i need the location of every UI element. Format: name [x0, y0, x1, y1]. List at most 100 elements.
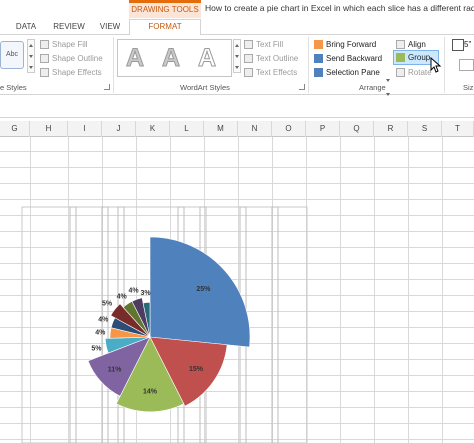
slice-data-label: 4%	[117, 293, 128, 300]
shape-outline-button[interactable]: Shape Outline	[40, 52, 103, 65]
document-title: How to create a pie chart in Excel in wh…	[205, 3, 474, 13]
chart-object-outline[interactable]	[69, 206, 77, 443]
grid-row-line	[0, 183, 474, 184]
divider	[308, 37, 309, 93]
slice-data-label: 3%	[140, 290, 151, 297]
pie-chart[interactable]: 25%15%14%11%5%4%4%5%4%4% 3%	[0, 137, 474, 443]
bring-forward-icon	[314, 40, 323, 49]
shape-height-icon	[452, 39, 464, 51]
grid-row-line	[0, 391, 474, 392]
text-outline-button[interactable]: Text Outline	[244, 52, 298, 65]
text-fill-label: Text Fill	[256, 40, 284, 49]
rotate-button[interactable]: Rotate	[396, 66, 432, 79]
title-bar: DRAWING TOOLS How to create a pie chart …	[0, 0, 474, 18]
column-header-k[interactable]: K	[136, 121, 170, 137]
grid-row-line	[0, 359, 474, 360]
grid-column-line	[30, 137, 31, 443]
group-icon	[396, 53, 405, 62]
grid-row-line	[0, 407, 474, 408]
tab-data[interactable]: DATA	[15, 22, 37, 31]
chevron-down-icon[interactable]	[386, 79, 390, 82]
column-header-o[interactable]: O	[272, 121, 306, 137]
shape-styles-gallery-scroll[interactable]	[27, 39, 35, 73]
more-icon	[235, 66, 239, 69]
shape-effects-button[interactable]: Shape Effects	[40, 66, 102, 79]
pie-slice[interactable]	[115, 336, 185, 413]
send-backward-icon	[314, 54, 323, 63]
selection-pane-icon	[314, 68, 323, 77]
chart-object-outline[interactable]	[271, 206, 279, 443]
tab-view[interactable]: VIEW	[99, 22, 121, 31]
column-header-r[interactable]: R	[374, 121, 408, 137]
pie-slice[interactable]	[131, 297, 151, 338]
formula-bar[interactable]	[0, 96, 474, 118]
column-header-q[interactable]: Q	[340, 121, 374, 137]
wordart-style-1[interactable]: A	[125, 44, 145, 73]
grid-row-line	[0, 375, 474, 376]
text-fill-button[interactable]: Text Fill	[244, 38, 283, 51]
column-header-g[interactable]: G	[0, 121, 30, 137]
bring-forward-label: Bring Forward	[326, 40, 377, 49]
grid-row-line	[0, 423, 474, 424]
group-button[interactable]: Group	[396, 51, 430, 64]
shape-effects-label: Shape Effects	[52, 68, 102, 77]
column-headers: G H I J K L M N O P Q R S T	[0, 121, 474, 137]
dialog-launcher-icon[interactable]	[299, 84, 305, 90]
column-header-j[interactable]: J	[102, 121, 136, 137]
column-header-m[interactable]: M	[204, 121, 238, 137]
grid-row-line	[0, 263, 474, 264]
align-label: Align	[408, 40, 426, 49]
wordart-gallery-scroll[interactable]	[233, 39, 241, 73]
dialog-launcher-icon[interactable]	[104, 84, 110, 90]
text-effects-button[interactable]: Text Effects	[244, 66, 297, 79]
selection-pane-label: Selection Pane	[326, 68, 380, 77]
slice-data-label: 5%	[102, 301, 113, 308]
pie-slice[interactable]	[149, 336, 228, 407]
text-outline-icon	[244, 54, 253, 63]
column-header-n[interactable]: N	[238, 121, 272, 137]
grid-column-line	[340, 137, 341, 443]
pie-slice[interactable]	[142, 302, 151, 338]
column-header-p[interactable]: P	[306, 121, 340, 137]
tab-review[interactable]: REVIEW	[53, 22, 85, 31]
column-header-h[interactable]: H	[30, 121, 68, 137]
worksheet-grid[interactable]: 25% 15% 14% 11% 5% 4% 4% 5% 4% 4% 3%	[0, 137, 474, 443]
pie-slice[interactable]	[87, 336, 151, 397]
shape-style-preview[interactable]: Abc	[0, 41, 24, 69]
align-button[interactable]: Align	[396, 38, 426, 51]
grid-row-line	[0, 439, 474, 440]
mouse-cursor-icon	[430, 57, 442, 73]
slice-data-label: 15%	[189, 366, 204, 373]
send-backward-label: Send Backward	[326, 54, 383, 63]
text-effects-label: Text Effects	[256, 68, 298, 77]
shape-height-value[interactable]: 5"	[464, 40, 472, 49]
send-backward-button[interactable]: Send Backward	[314, 52, 382, 65]
column-header-i[interactable]: I	[68, 121, 102, 137]
chart-object-outline[interactable]	[101, 206, 109, 443]
drawing-tools-context-label: DRAWING TOOLS	[129, 0, 201, 18]
wordart-style-3[interactable]: A	[197, 44, 217, 73]
grid-row-line	[0, 151, 474, 152]
shape-styles-group-label: e Styles	[0, 83, 27, 92]
slice-data-label: 4%	[98, 317, 109, 324]
pie-slice[interactable]	[110, 303, 151, 338]
tab-format[interactable]: FORMAT	[129, 19, 201, 36]
column-header-l[interactable]: L	[170, 121, 204, 137]
pie-slice[interactable]	[104, 336, 151, 354]
column-header-s[interactable]: S	[408, 121, 442, 137]
selection-pane-button[interactable]: Selection Pane	[314, 66, 380, 79]
bring-forward-button[interactable]: Bring Forward	[314, 38, 376, 51]
pie-slice[interactable]	[149, 236, 251, 348]
shape-outline-label: Shape Outline	[52, 54, 103, 63]
chevron-down-icon[interactable]	[386, 93, 390, 96]
shape-fill-button[interactable]: Shape Fill	[40, 38, 88, 51]
chevron-up-icon	[29, 44, 33, 47]
wordart-style-2[interactable]: A	[161, 44, 181, 73]
column-header-t[interactable]: T	[442, 121, 474, 137]
grid-row-line	[0, 247, 474, 248]
chart-selection-frame[interactable]	[21, 206, 308, 443]
shape-width-field[interactable]	[459, 59, 474, 71]
ribbon: Abc Shape Fill Shape Outline Shape Effec…	[0, 35, 474, 96]
more-icon	[29, 66, 33, 69]
